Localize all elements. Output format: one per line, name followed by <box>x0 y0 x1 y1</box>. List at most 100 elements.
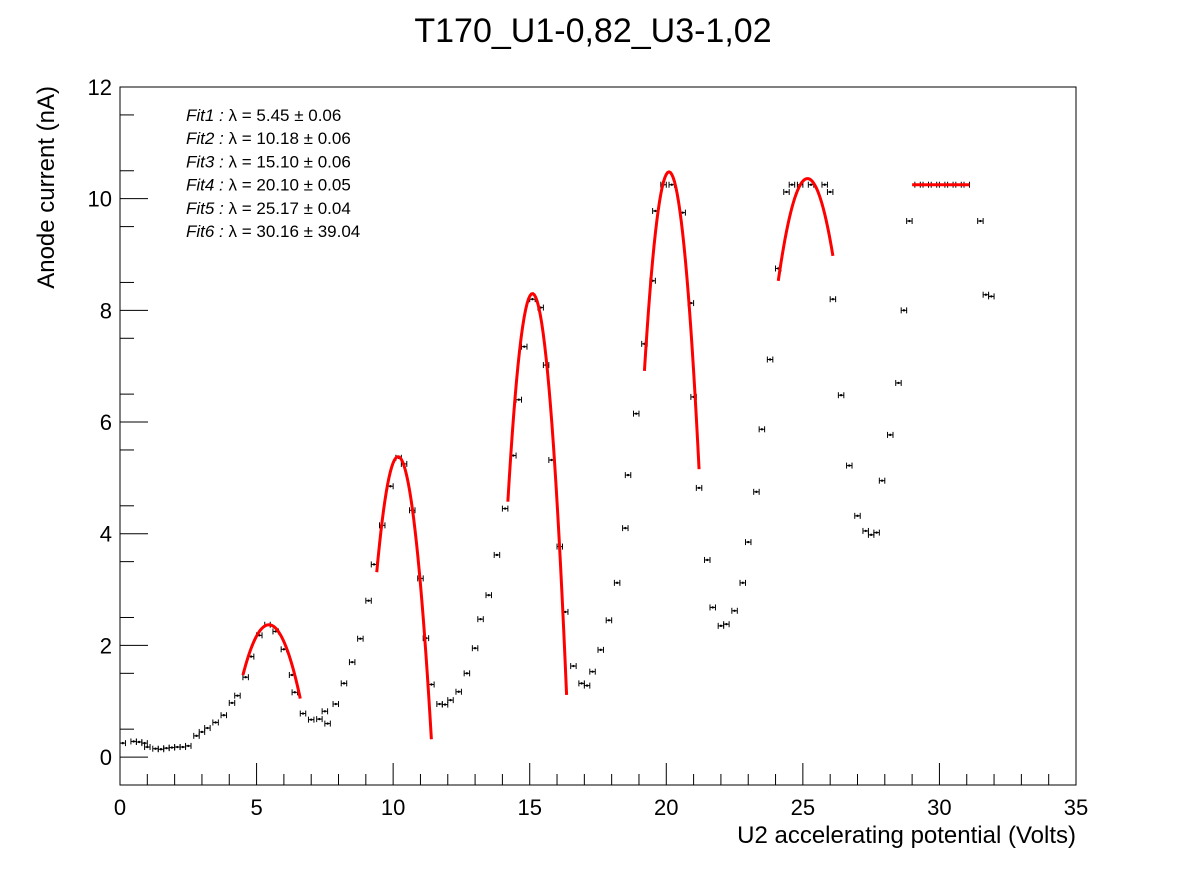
data-marker <box>760 428 764 431</box>
data-marker <box>711 606 714 609</box>
data-marker <box>323 710 327 713</box>
data-marker <box>334 702 337 706</box>
x-tick-label: 35 <box>1064 795 1088 820</box>
data-point <box>695 484 703 491</box>
data-point <box>766 356 774 363</box>
data-marker <box>487 593 490 597</box>
data-point <box>185 742 192 749</box>
data-point <box>873 529 880 536</box>
data-point <box>321 708 329 715</box>
data-marker <box>681 211 684 214</box>
data-point <box>141 740 148 747</box>
data-point <box>854 512 861 519</box>
data-point <box>471 645 479 652</box>
data-point <box>605 617 613 624</box>
data-marker <box>176 745 179 749</box>
data-marker <box>146 745 149 749</box>
data-point <box>463 670 471 677</box>
data-marker <box>725 622 728 626</box>
data-marker <box>880 479 884 482</box>
fit-annotation-2: Fit2 : λ = 10.18 ± 0.06 <box>186 129 351 148</box>
data-point <box>744 539 752 546</box>
x-tick-label: 25 <box>791 795 815 820</box>
data-marker <box>244 676 247 679</box>
data-marker <box>449 698 452 702</box>
data-marker <box>670 183 673 186</box>
data-marker <box>195 734 198 738</box>
data-marker <box>615 581 619 585</box>
plot-frame <box>119 86 1077 786</box>
fit-curve-4 <box>642 170 701 470</box>
data-point <box>988 293 995 300</box>
data-point <box>589 668 596 675</box>
data-point <box>340 680 348 687</box>
data-marker <box>747 540 750 544</box>
data-point <box>846 462 853 469</box>
data-point <box>307 716 315 723</box>
data-point <box>862 527 869 534</box>
plot-area: 0 5 10 15 20 25 30 35 0 2 4 6 8 10 12 <box>88 75 1089 820</box>
data-marker <box>367 599 370 602</box>
y-tick-label: 2 <box>100 633 112 658</box>
fit-annotation-5: Fit5 : λ = 25.17 ± 0.04 <box>186 199 351 218</box>
data-point <box>493 551 501 558</box>
fit-curve-1 <box>241 623 302 699</box>
data-marker <box>908 219 911 223</box>
data-marker <box>389 485 392 488</box>
data-marker <box>697 486 701 490</box>
data-marker <box>831 297 835 301</box>
data-marker <box>512 454 515 457</box>
x-tick-label: 5 <box>250 795 262 820</box>
data-point <box>204 725 211 732</box>
data-marker <box>443 703 447 706</box>
data-marker <box>585 684 589 687</box>
data-marker <box>897 381 900 385</box>
data-point <box>357 635 364 642</box>
data-marker <box>790 183 794 186</box>
data-point <box>144 744 151 751</box>
data-marker <box>768 358 772 361</box>
data-marker <box>572 664 575 668</box>
data-point <box>242 674 249 681</box>
data-marker <box>206 726 209 730</box>
data-marker <box>372 563 376 566</box>
data-point <box>788 181 796 188</box>
data-marker <box>785 190 788 194</box>
data-point <box>613 579 621 586</box>
data-marker <box>523 345 526 348</box>
data-point <box>570 663 577 670</box>
data-point <box>900 307 908 314</box>
data-marker <box>249 655 253 658</box>
data-marker <box>733 609 736 612</box>
data-marker <box>889 433 892 437</box>
data-marker <box>326 722 329 725</box>
data-marker <box>137 740 141 744</box>
data-marker <box>301 712 305 715</box>
data-marker <box>809 183 813 186</box>
data-marker <box>159 748 163 751</box>
y-axis-title: Anode current (nA) <box>33 86 60 289</box>
data-marker <box>755 490 758 494</box>
data-marker <box>342 682 346 685</box>
y-tick-label: 0 <box>100 745 112 770</box>
data-marker <box>591 670 594 673</box>
data-marker <box>531 297 534 301</box>
data-marker <box>517 398 520 401</box>
y-tick-label: 4 <box>100 522 112 547</box>
data-point <box>455 688 462 695</box>
data-marker <box>626 473 630 477</box>
fit-curve-3 <box>506 292 569 696</box>
data-marker <box>864 529 867 533</box>
data-point <box>220 712 228 719</box>
data-point <box>348 659 356 666</box>
x-tick-label: 20 <box>654 795 678 820</box>
y-tick-label: 12 <box>88 75 112 100</box>
data-point <box>731 607 738 614</box>
data-point <box>837 392 845 399</box>
data-point <box>477 616 484 623</box>
data-marker <box>121 741 124 745</box>
data-marker <box>706 558 709 562</box>
data-marker <box>984 293 988 296</box>
data-point <box>709 604 716 611</box>
